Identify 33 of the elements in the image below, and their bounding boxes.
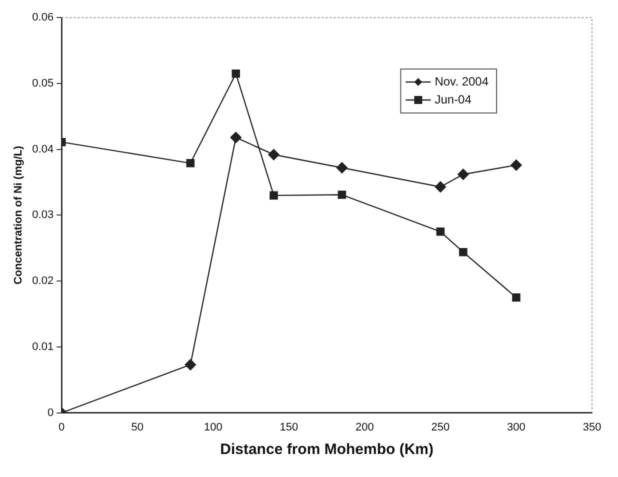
point (512, 293, 520, 302)
x-tick-label: 300 (507, 421, 526, 434)
point (270, 191, 278, 200)
x-tick-label: 150 (280, 421, 298, 434)
point (230, 132, 242, 144)
point (458, 168, 469, 180)
point (510, 160, 522, 171)
y-axis-title: Concentration of Ni (mg/L) (12, 146, 25, 285)
point (338, 190, 346, 199)
x-tick-label: 350 (582, 421, 602, 434)
point (232, 69, 240, 78)
x-tick-label: 200 (356, 421, 374, 434)
y-tick-label: 0.06 (32, 12, 54, 24)
y-tick-label: 0.04 (32, 143, 54, 156)
point (436, 228, 445, 236)
x-tick-label: 250 (431, 421, 450, 434)
y-tick-label: 0.01 (32, 340, 54, 353)
y-tick-label: 0.03 (32, 209, 54, 222)
legend-label: Nov. 2004 (434, 74, 489, 88)
y-tick-label: 0 (47, 406, 54, 419)
x-tick-label: 0 (58, 421, 65, 434)
y-tick-label: 0.02 (32, 275, 54, 288)
point (184, 359, 196, 370)
point (336, 162, 348, 174)
point (459, 248, 468, 256)
point (434, 181, 446, 192)
point (268, 149, 280, 160)
legend-label: Jun-04 (434, 92, 472, 106)
y-tick-label: 0.05 (32, 78, 54, 90)
x-tick-label: 50 (131, 421, 144, 434)
x-tick-label: 100 (204, 421, 222, 434)
point (186, 159, 195, 168)
x-axis-title: Distance from Mohembo (Km) (220, 441, 434, 458)
